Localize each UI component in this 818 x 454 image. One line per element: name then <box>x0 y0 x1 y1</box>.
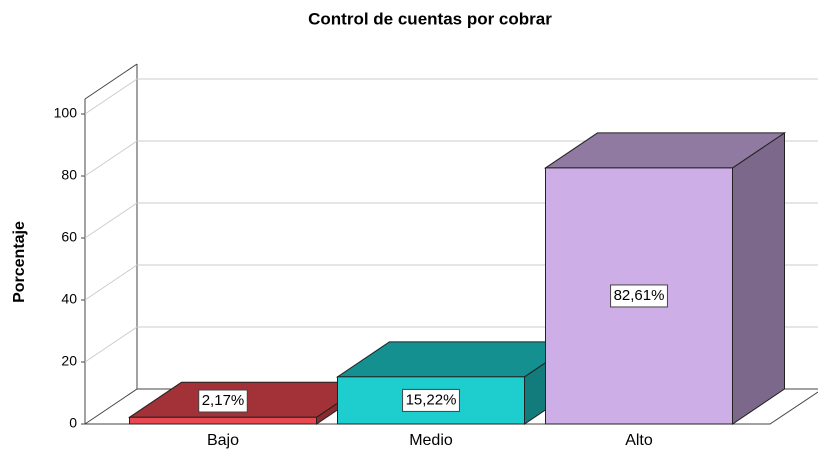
value-label: 15,22% <box>406 391 457 408</box>
grid-line <box>84 78 138 115</box>
value-label-box <box>610 284 668 308</box>
x-tick-label: Alto <box>625 432 653 449</box>
value-label: 82,61% <box>614 287 665 304</box>
wall-top-edge <box>84 63 138 100</box>
chart-title: Control de cuentas por cobrar <box>308 9 552 28</box>
y-tick-label: 80 <box>61 167 77 183</box>
grid-line <box>84 202 138 239</box>
x-tick-label: Bajo <box>207 432 239 449</box>
grid-line <box>84 140 138 177</box>
value-label: 2,17% <box>202 392 245 409</box>
y-axis-label: Porcentaje <box>11 221 28 303</box>
value-label-box <box>402 388 460 412</box>
y-tick-label: 60 <box>61 229 77 245</box>
y-tick-label: 0 <box>69 415 77 431</box>
y-tick-label: 40 <box>61 291 77 307</box>
grid-line <box>84 264 138 301</box>
value-label-box <box>198 389 248 413</box>
bar-side <box>732 131 785 425</box>
grid-line <box>84 326 138 363</box>
x-tick-label: Medio <box>409 432 453 449</box>
y-tick-label: 20 <box>61 353 77 369</box>
y-tick-label: 100 <box>54 105 78 121</box>
bar <box>129 416 317 425</box>
